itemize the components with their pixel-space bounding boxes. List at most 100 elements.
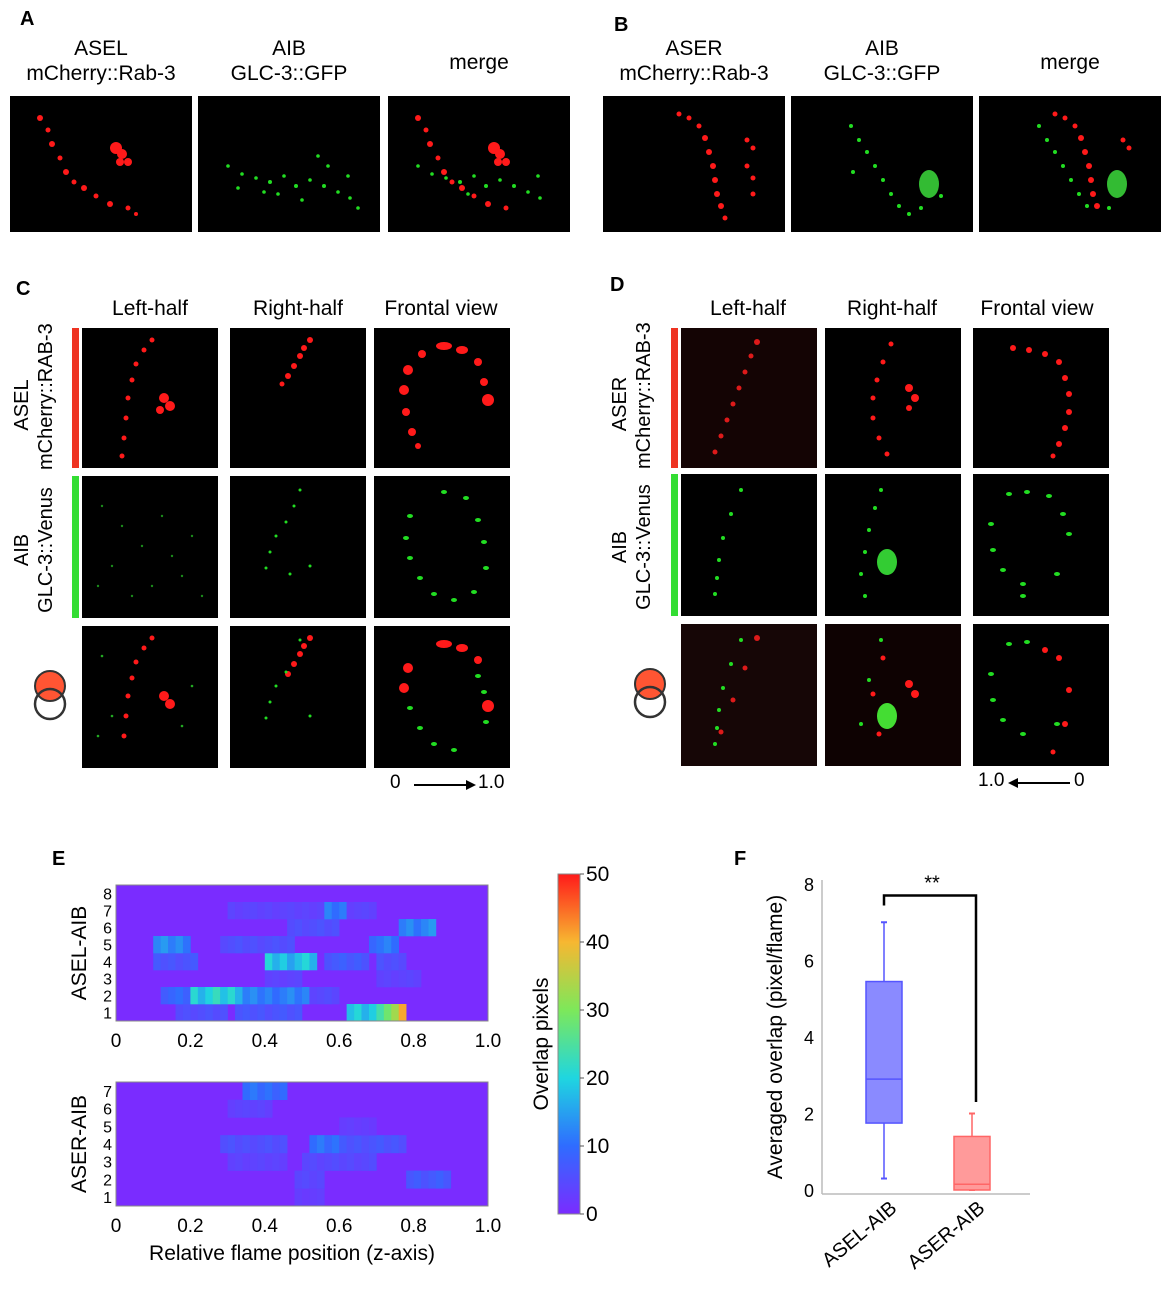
heatmap-cell <box>383 1004 392 1022</box>
heatmap-cell <box>272 1082 280 1101</box>
x-tick-label: 0 <box>111 1216 122 1237</box>
y-tick-label: 4 <box>103 955 112 972</box>
micrograph-b-merge <box>979 96 1161 232</box>
heatmap-cell <box>368 1004 377 1022</box>
colorbar-tick-label: 20 <box>586 1067 609 1090</box>
col-label-merge-b: merge <box>1040 51 1100 74</box>
heatmap-cell <box>309 953 318 971</box>
x-tick-label: 0.8 <box>400 1216 426 1237</box>
col-label-asel: ASEL mCherry::Rab-3 <box>26 37 176 85</box>
heatmap-cell <box>242 1099 251 1118</box>
y-axis-label: Averaged overlap (pixel/flame) <box>764 895 787 1179</box>
heatmap-cell <box>279 987 288 1005</box>
heatmap-cell <box>324 987 333 1005</box>
heatmap-cell <box>279 902 288 920</box>
heatmap-cell <box>331 987 340 1005</box>
heatmap-cell <box>309 1135 318 1154</box>
scale-c-start: 0 <box>390 772 401 793</box>
green-channel-bar-d <box>671 474 678 616</box>
y-tick-label: 3 <box>103 972 112 989</box>
heatmap-cell <box>264 987 273 1005</box>
row-label-aib: AIB GLC-3::Venus <box>11 487 57 613</box>
col-label-right-half: Right-half <box>253 297 343 320</box>
heatmap-cell <box>406 970 414 988</box>
heatmap-cell <box>264 936 273 954</box>
col-label-aser: ASER mCherry::Rab-3 <box>619 37 769 85</box>
heatmap-cell <box>339 1135 347 1154</box>
heatmap-cell <box>339 953 347 971</box>
heatmap-cell <box>294 1188 303 1207</box>
heatmap-cell <box>391 936 400 954</box>
panel-label-a: A <box>20 8 35 30</box>
y-tick-label: 6 <box>103 1102 112 1119</box>
micrograph-c-aib-frontal <box>374 476 510 618</box>
heatmap-cell <box>398 919 407 937</box>
micrograph-c-aib-left <box>82 476 218 618</box>
col-label-merge: merge <box>449 51 509 74</box>
heatmap-cell <box>242 902 251 920</box>
merge-overlap-icon-d <box>633 668 667 719</box>
heatmap-cell <box>316 1135 325 1154</box>
panel-label-e: E <box>52 848 66 870</box>
heatmap-cell <box>331 1152 340 1171</box>
heatmap-cell <box>287 1004 295 1022</box>
row-label-aser: ASER mCherry::RAB-3 <box>609 322 655 469</box>
x-tick-label: 0.4 <box>252 1216 279 1237</box>
heatmap-frame <box>115 1081 489 1207</box>
heatmap-cell <box>406 919 414 937</box>
y-tick-label: 5 <box>103 938 112 955</box>
micrograph-d-aser-frontal <box>973 328 1109 468</box>
heatmap-cell <box>361 1117 370 1136</box>
y-tick-label: 3 <box>103 1155 112 1172</box>
red-channel-bar <box>72 328 79 468</box>
panel-label-f: F <box>734 848 747 870</box>
heatmap-cell <box>279 1004 288 1022</box>
green-puncta <box>859 488 897 598</box>
heatmap-cell <box>235 1099 243 1118</box>
heatmap-cell <box>235 987 243 1005</box>
micrograph-c-merge-right <box>230 626 366 768</box>
colorbar-tick-label: 50 <box>586 863 609 886</box>
heatmap-cell <box>242 1082 251 1101</box>
x-tick-label: ASEL-AIB <box>818 1197 901 1272</box>
red-puncta <box>399 342 494 449</box>
heatmap-cell <box>391 1004 400 1022</box>
heatmap-cell <box>294 1004 303 1022</box>
heatmap-cell <box>376 936 385 954</box>
x-tick-label: 0 <box>111 1031 122 1052</box>
heatmap-cell <box>354 1135 362 1154</box>
red-puncta <box>37 115 138 216</box>
heatmap-cell <box>249 1135 258 1154</box>
micrograph-d-aib-right <box>825 474 961 616</box>
red-puncta <box>119 337 175 459</box>
heatmap-cell <box>346 953 355 971</box>
heatmap-cell <box>182 1004 191 1022</box>
significance-label: ** <box>924 872 940 894</box>
heatmap-cell <box>168 987 176 1005</box>
x-tick-label: 0.2 <box>177 1216 203 1237</box>
heatmap-cell <box>346 902 355 920</box>
heatmap-cell <box>302 987 310 1005</box>
y-tick-label: 6 <box>804 952 814 972</box>
y-tick-label: 8 <box>103 887 112 904</box>
heatmap-cell <box>368 1117 377 1136</box>
heatmap-cell <box>316 1170 325 1189</box>
heatmap-cell <box>205 1004 214 1022</box>
heatmap-cell <box>391 1135 400 1154</box>
micrograph-c-asel-right <box>230 328 366 468</box>
red-puncta <box>1010 345 1072 459</box>
heatmap-cell <box>302 1188 310 1207</box>
heatmap-cell <box>257 1152 266 1171</box>
heatmap-cell <box>153 936 161 954</box>
heatmap-cell <box>346 1004 355 1022</box>
heatmap-cell <box>272 936 280 954</box>
micrograph-c-asel-left <box>82 328 218 468</box>
heatmap-cell <box>242 936 251 954</box>
merged-puncta <box>859 638 919 737</box>
heatmap-cell <box>264 1099 273 1118</box>
significance-bracket <box>882 894 978 1103</box>
heatmap-cell <box>376 1135 385 1154</box>
y-tick-label: 2 <box>804 1105 814 1125</box>
heatmap-cell <box>272 902 280 920</box>
